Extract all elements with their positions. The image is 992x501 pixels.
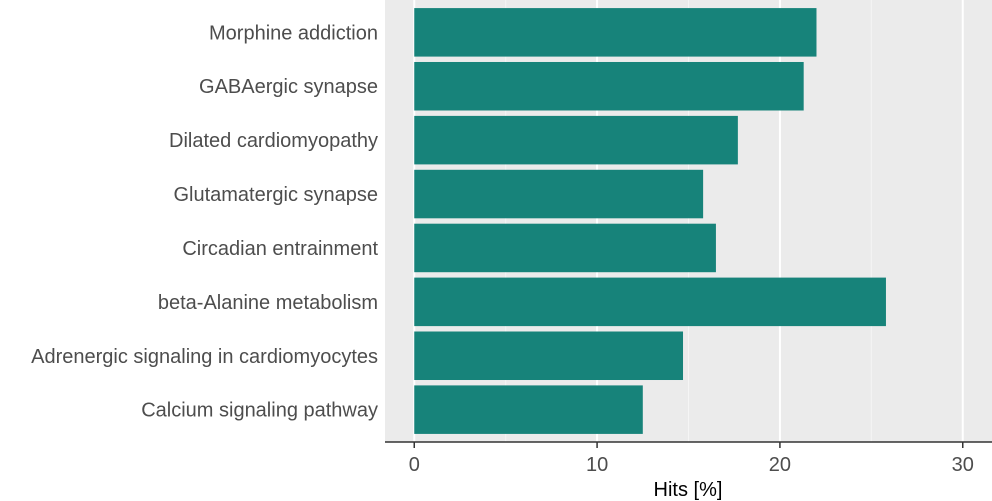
x-axis-ticks: 0 10 20 30 [409,442,974,476]
category-label: Dilated cardiomyopathy [169,130,378,152]
bar [414,169,704,219]
x-axis-title: Hits [%] [654,479,723,501]
bars [414,8,886,434]
x-tick-label: 20 [769,454,791,476]
bar [414,277,886,327]
category-label: Morphine addiction [209,22,378,44]
category-label: Calcium signaling pathway [141,400,378,422]
category-label: GABAergic synapse [199,76,378,98]
x-tick-label: 10 [586,454,608,476]
bar [414,61,804,111]
bar [414,115,738,165]
category-label: Glutamatergic synapse [173,184,378,206]
category-label: Adrenergic signaling in cardiomyocytes [31,346,378,368]
bar [414,223,716,273]
x-tick-label: 0 [409,454,420,476]
x-tick-label: 30 [952,454,974,476]
bar [414,331,684,381]
bar [414,385,643,434]
category-label: beta-Alanine metabolism [158,292,378,314]
category-labels: Morphine addiction GABAergic synapse Dilat… [31,22,378,421]
category-label: Circadian entrainment [182,238,378,260]
bar [414,8,817,57]
